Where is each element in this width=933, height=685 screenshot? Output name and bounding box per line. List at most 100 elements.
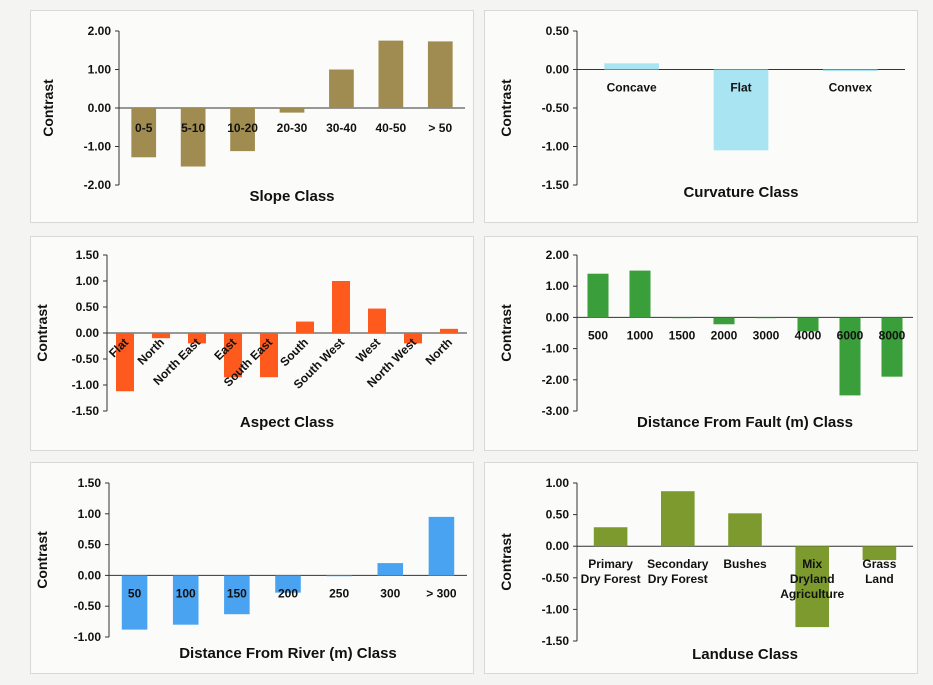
- category-label: 1000: [627, 328, 654, 342]
- y-tick-label: 0.00: [88, 101, 112, 115]
- category-label-line: Agriculture: [780, 587, 844, 601]
- landuse-chart-panel: 1.00 0.50 0.00 -0.50 -1.00 -1.50 Contrast Prima…: [484, 462, 918, 674]
- bar: [427, 41, 453, 108]
- category-label-line: Grass: [862, 557, 896, 571]
- bar: [230, 108, 255, 152]
- category-label: North: [423, 335, 456, 368]
- x-axis-label: Distance From River (m) Class: [179, 645, 397, 662]
- y-tick-label: -2.00: [84, 178, 112, 192]
- category-label: Grass Land: [862, 557, 896, 586]
- category-label: 250: [329, 586, 349, 600]
- bar: [839, 317, 861, 396]
- y-tick-label: 0.00: [546, 63, 570, 77]
- y-tick-label: -0.50: [542, 101, 570, 115]
- river-distance-chart-panel: 1.50 1.00 0.50 0.00 -0.50 -1.00 Contrast 50 100 1…: [30, 462, 474, 674]
- bar: [604, 63, 659, 70]
- bar: [428, 516, 455, 576]
- category-label: 6000: [837, 328, 864, 342]
- bar: [326, 575, 352, 577]
- bar: [629, 270, 651, 318]
- category-label: 500: [588, 328, 608, 342]
- x-axis-label: Distance From Fault (m) Class: [637, 414, 853, 431]
- bar: [593, 527, 628, 547]
- category-label: 10-20: [227, 121, 258, 135]
- y-tick-label: -0.50: [542, 571, 570, 585]
- x-axis-label: Slope Class: [249, 188, 334, 205]
- category-label: 50: [128, 586, 142, 600]
- y-tick-label: 1.00: [88, 63, 112, 77]
- y-tick-label: 2.00: [546, 248, 570, 262]
- bar: [404, 333, 422, 344]
- bar: [661, 491, 695, 547]
- category-label: West: [353, 335, 383, 365]
- bar: [224, 333, 242, 378]
- y-tick-label: 1.00: [78, 507, 102, 521]
- y-tick-label: 1.00: [76, 274, 100, 288]
- y-tick-label: 0.00: [546, 310, 570, 324]
- category-label-line: Secondary: [647, 557, 709, 571]
- bar: [279, 108, 305, 113]
- curvature-chart: 0.50 0.00 -0.50 -1.00 -1.50 Contrast Concave Fl…: [498, 24, 905, 201]
- fault-distance-chart: 2.00 1.00 0.00 -1.00 -2.00 -3.00 Contrast 500 10…: [498, 248, 913, 431]
- fault-distance-chart-panel: 2.00 1.00 0.00 -1.00 -2.00 -3.00 Contrast 500 10…: [484, 236, 918, 451]
- y-tick-label: 1.50: [78, 476, 102, 490]
- category-label: 8000: [879, 328, 906, 342]
- y-axis-label: Contrast: [498, 533, 514, 591]
- category-label: South: [277, 335, 311, 369]
- bar: [224, 575, 250, 615]
- y-tick-label: 1.00: [546, 279, 570, 293]
- category-label: 100: [176, 586, 196, 600]
- y-tick-label: 1.00: [546, 476, 570, 490]
- bar: [377, 563, 404, 576]
- bar: [713, 69, 769, 151]
- y-tick-label: 0.50: [546, 508, 570, 522]
- y-tick-label: -3.00: [542, 404, 570, 418]
- bar: [275, 575, 301, 593]
- bar: [755, 317, 777, 319]
- x-axis-label: Curvature Class: [683, 184, 798, 201]
- bar: [121, 575, 148, 630]
- y-axis-label: Contrast: [34, 304, 50, 362]
- y-tick-label: 1.50: [76, 248, 100, 262]
- category-label-line: Dryland: [790, 572, 835, 586]
- landuse-chart: 1.00 0.50 0.00 -0.50 -1.00 -1.50 Contrast Prima…: [498, 476, 913, 663]
- category-label: 5-10: [181, 121, 205, 135]
- category-label-line: Primary: [588, 557, 633, 571]
- bar: [368, 308, 386, 333]
- y-tick-label: 2.00: [88, 24, 112, 38]
- category-label: Concave: [607, 81, 657, 95]
- bar: [862, 546, 897, 561]
- y-tick-label: 0.00: [546, 539, 570, 553]
- y-tick-label: -1.00: [74, 630, 102, 644]
- y-tick-label: 0.50: [76, 300, 100, 314]
- category-label-line: Land: [865, 572, 894, 586]
- bar: [587, 273, 609, 318]
- bar: [440, 328, 458, 333]
- y-tick-label: -1.00: [84, 140, 112, 154]
- category-label-line: Dry Forest: [581, 572, 641, 586]
- y-tick-label: -1.00: [542, 140, 570, 154]
- bar: [188, 333, 206, 344]
- bar: [795, 546, 829, 628]
- bar: [332, 281, 350, 333]
- slope-chart-panel: 2.00 1.00 0.00 -1.00 -2.00 Contrast 0-5 5-10 10-…: [30, 10, 474, 223]
- category-label: 20-30: [277, 121, 308, 135]
- bar: [823, 69, 878, 72]
- bar: [329, 69, 354, 108]
- y-axis-label: Contrast: [498, 304, 514, 362]
- category-label: Bushes: [723, 557, 767, 571]
- category-label: Mix Dryland Agriculture: [780, 557, 844, 601]
- y-axis-label: Contrast: [498, 79, 514, 137]
- bar: [260, 333, 278, 378]
- category-label: 200: [278, 586, 298, 600]
- category-label: 3000: [753, 328, 780, 342]
- category-label: North: [135, 335, 168, 368]
- bar: [378, 40, 404, 108]
- y-tick-label: -1.50: [542, 178, 570, 192]
- y-tick-label: -2.00: [542, 373, 570, 387]
- bar: [131, 108, 157, 158]
- river-distance-chart: 1.50 1.00 0.50 0.00 -0.50 -1.00 Contrast 50 100 1…: [34, 476, 467, 662]
- category-label: > 50: [428, 121, 452, 135]
- y-tick-label: -0.50: [74, 599, 102, 613]
- category-label-line: Mix: [802, 557, 822, 571]
